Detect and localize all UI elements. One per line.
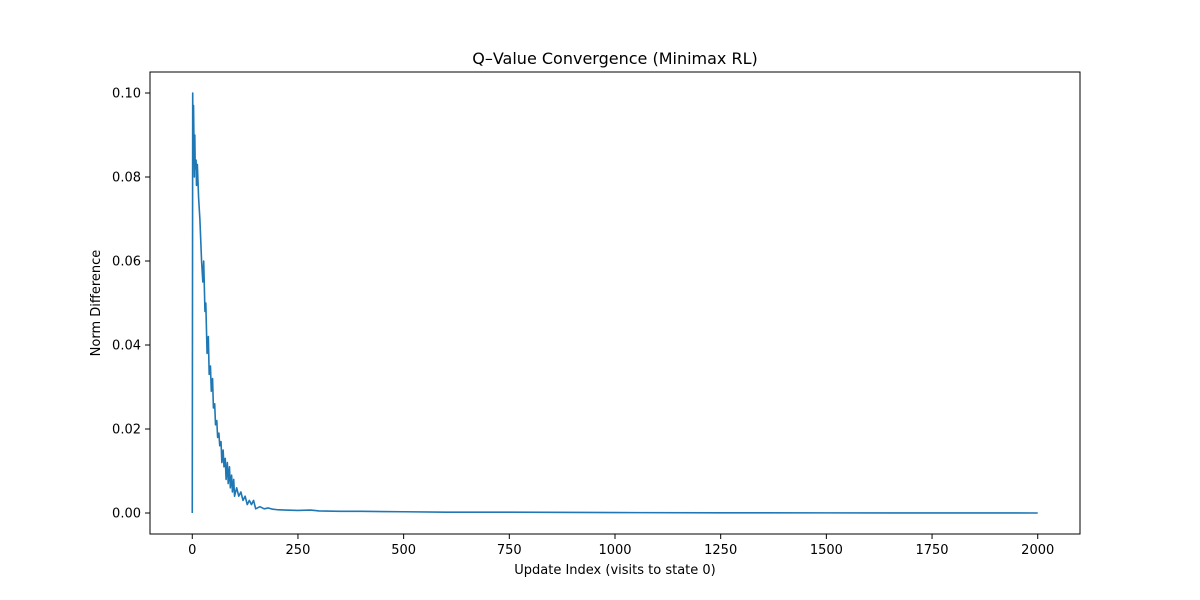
y-tick-label: 0.06 <box>112 255 141 270</box>
y-tick-label: 0.02 <box>112 423 141 438</box>
x-tick-label: 0 <box>188 543 196 558</box>
x-tick-label: 500 <box>391 543 416 558</box>
y-tick-label: 0.00 <box>112 507 141 522</box>
x-axis-label: Update Index (visits to state 0) <box>514 563 716 578</box>
series-group <box>191 92 1038 514</box>
y-tick-label: 0.08 <box>112 171 141 186</box>
y-axis-label: Norm Difference <box>89 250 104 357</box>
x-tick-label: 1250 <box>704 543 737 558</box>
x-tick-label: 750 <box>497 543 522 558</box>
y-tick-label: 0.04 <box>112 339 141 354</box>
chart-title: Q–Value Convergence (Minimax RL) <box>472 49 758 68</box>
x-tick-label: 1750 <box>915 543 948 558</box>
y-tick-label: 0.10 <box>112 87 141 102</box>
y-axis: 0.00 0.02 0.04 0.06 0.08 0.10 <box>112 87 150 522</box>
series-line-0 <box>191 92 1038 514</box>
plot-area: 0 250 500 750 1000 1250 1500 1750 2000 0.000.020… <box>112 71 1081 558</box>
x-tick-label: 1000 <box>598 543 631 558</box>
x-tick-label: 250 <box>286 543 311 558</box>
x-tick-label: 2000 <box>1021 543 1054 558</box>
plot-frame <box>149 71 1081 535</box>
x-tick-label: 1500 <box>810 543 843 558</box>
x-axis: 0 250 500 750 1000 1250 1500 1750 2000 <box>188 534 1054 558</box>
